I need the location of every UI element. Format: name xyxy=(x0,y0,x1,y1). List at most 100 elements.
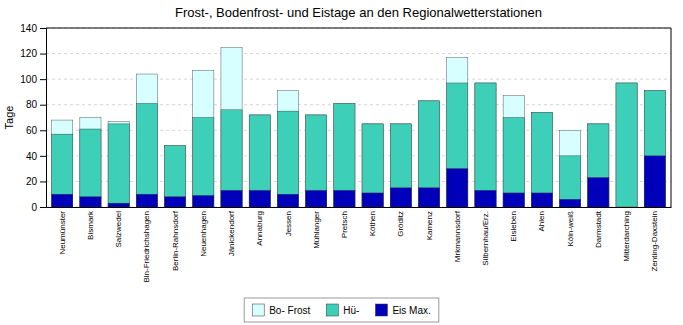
bar xyxy=(193,195,214,207)
x-tick-label: Mrkmannsdorf xyxy=(453,210,462,262)
x-tick: Gröditz xyxy=(396,211,405,237)
bar xyxy=(418,188,439,207)
x-tick-label: Gröditz xyxy=(396,211,405,237)
x-tick: Kamenz xyxy=(425,211,434,240)
bar xyxy=(616,207,637,208)
x-tick: Jessen xyxy=(284,211,293,236)
bar xyxy=(221,110,242,207)
y-tick: 40 xyxy=(26,151,46,162)
legend: Bo- FrostHü-Eis Max. xyxy=(244,298,439,322)
x-tick-label: Neuenhagen xyxy=(199,211,208,257)
bar xyxy=(80,118,101,208)
y-tick-label: 140 xyxy=(20,23,37,34)
bar xyxy=(362,124,383,207)
x-tick-label: Salzwedel xyxy=(114,211,123,248)
y-tick: 80 xyxy=(26,99,46,110)
bar xyxy=(447,57,468,207)
bar xyxy=(390,188,411,207)
plot-area: 020406080100120140NeumünsterBismarkSalzw… xyxy=(20,23,671,283)
bar xyxy=(306,190,327,207)
y-axis-title: Tage xyxy=(3,106,15,130)
x-tick: Ahlen xyxy=(537,211,546,231)
y-tick: 0 xyxy=(31,202,46,213)
y-tick-label: 100 xyxy=(20,74,37,85)
x-axis: NeumünsterBismarkSalzwedelBln-Friedrichs… xyxy=(47,208,672,283)
x-tick: Neuenhagen xyxy=(199,211,208,257)
x-tick-label: Mühlanger xyxy=(312,211,321,249)
x-tick: Annaburg xyxy=(255,211,264,246)
bar xyxy=(334,190,355,207)
bar xyxy=(560,130,581,207)
bar xyxy=(447,169,468,207)
bar xyxy=(531,193,552,207)
bar xyxy=(531,112,552,207)
bar xyxy=(249,115,270,207)
bar xyxy=(249,115,270,207)
bar xyxy=(644,91,665,207)
x-tick-label: Darmstadt xyxy=(594,210,603,248)
x-tick: Jänickendorf xyxy=(227,210,236,256)
bar xyxy=(221,190,242,207)
x-tick-label: Pretsch xyxy=(340,211,349,238)
x-tick: Pretsch xyxy=(340,211,349,238)
x-tick: Darmstadt xyxy=(594,210,603,248)
bar xyxy=(136,103,157,207)
bar xyxy=(165,146,186,207)
x-tick: Salzwedel xyxy=(114,211,123,248)
y-tick-mark xyxy=(40,28,46,29)
bar xyxy=(277,91,298,207)
bar xyxy=(136,194,157,207)
y-tick: 60 xyxy=(26,125,46,136)
y-tick-mark xyxy=(40,79,46,80)
x-tick: Köthen xyxy=(368,211,377,236)
x-tick-label: Zenting-Daxstein xyxy=(650,211,659,271)
legend-box xyxy=(244,298,439,322)
bar xyxy=(193,118,214,208)
legend-swatch xyxy=(326,304,338,316)
chart-container: 020406080100120140NeumünsterBismarkSalzw… xyxy=(0,0,683,325)
x-tick-label: Bln-Friedrichshagen xyxy=(142,211,151,283)
bar xyxy=(165,197,186,207)
bar xyxy=(560,156,581,207)
y-tick: 140 xyxy=(20,23,46,34)
plot-frame xyxy=(671,28,672,207)
bar xyxy=(52,134,73,207)
bar xyxy=(306,115,327,207)
y-tick-mark xyxy=(40,207,46,208)
bars xyxy=(52,47,666,207)
legend-swatch xyxy=(252,304,264,316)
bar xyxy=(588,124,609,207)
bar xyxy=(475,83,496,207)
y-axis-line xyxy=(40,29,47,208)
bar xyxy=(334,103,355,207)
x-tick-label: Annaburg xyxy=(255,211,264,246)
bar xyxy=(277,111,298,207)
bar xyxy=(108,124,129,207)
bar-series xyxy=(52,83,666,207)
bar xyxy=(108,203,129,207)
y-tick-label: 20 xyxy=(26,176,38,187)
bar xyxy=(616,83,637,207)
plot-frame xyxy=(46,28,671,29)
x-tick-label: Köln-weiß xyxy=(566,211,575,247)
x-tick: Bismark xyxy=(86,210,95,240)
bar xyxy=(80,197,101,207)
bar xyxy=(221,47,242,207)
y-tick-mark xyxy=(40,181,46,182)
bar xyxy=(503,118,524,208)
grid xyxy=(46,28,671,207)
bar xyxy=(165,146,186,207)
x-tick: Mühlanger xyxy=(312,211,321,249)
x-tick-label: Berlin-Rahnsdorf xyxy=(171,210,180,271)
y-tick-label: 120 xyxy=(20,48,37,59)
bar xyxy=(390,124,411,207)
chart-title: Frost-, Bodenfrost- und Eistage an den R… xyxy=(175,5,542,20)
y-tick: 120 xyxy=(20,48,46,59)
x-axis-line xyxy=(47,207,672,208)
x-tick-label: Jänickendorf xyxy=(227,210,236,256)
bar xyxy=(475,83,496,207)
bar xyxy=(136,74,157,207)
bar xyxy=(644,156,665,207)
y-tick-mark xyxy=(40,156,46,157)
bar xyxy=(503,193,524,207)
